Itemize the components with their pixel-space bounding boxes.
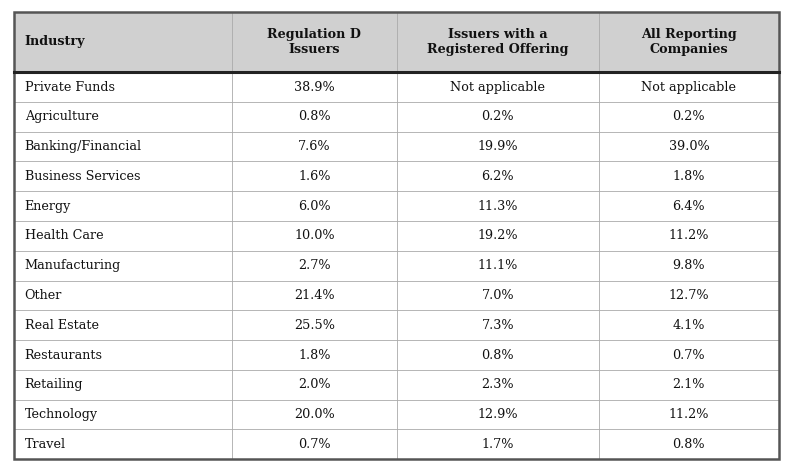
Text: 2.0%: 2.0% [298,378,331,391]
Text: Private Funds: Private Funds [25,81,114,94]
Text: 2.1%: 2.1% [672,378,705,391]
Text: Manufacturing: Manufacturing [25,259,121,272]
Text: Retailing: Retailing [25,378,83,391]
Text: Real Estate: Real Estate [25,319,98,332]
Text: 25.5%: 25.5% [294,319,335,332]
Text: 38.9%: 38.9% [294,81,335,94]
Text: 0.2%: 0.2% [481,110,514,123]
Text: Industry: Industry [25,35,85,49]
Text: Issuers with a
Registered Offering: Issuers with a Registered Offering [427,28,569,56]
Text: 6.2%: 6.2% [481,170,514,183]
Text: Other: Other [25,289,62,302]
Text: 1.7%: 1.7% [481,438,514,451]
Text: 9.8%: 9.8% [672,259,705,272]
Text: 1.8%: 1.8% [298,349,331,362]
Text: 0.7%: 0.7% [672,349,705,362]
Text: 0.8%: 0.8% [298,110,331,123]
Text: 11.2%: 11.2% [668,229,709,243]
Text: Energy: Energy [25,200,71,213]
Text: 7.3%: 7.3% [481,319,514,332]
Text: Not applicable: Not applicable [642,81,737,94]
Text: 2.3%: 2.3% [481,378,514,391]
Text: 21.4%: 21.4% [294,289,335,302]
Text: 12.9%: 12.9% [477,408,518,421]
Text: 1.8%: 1.8% [672,170,705,183]
Text: 7.0%: 7.0% [481,289,514,302]
Text: 2.7%: 2.7% [298,259,331,272]
Text: Travel: Travel [25,438,66,451]
Text: 0.8%: 0.8% [481,349,514,362]
Text: 0.7%: 0.7% [298,438,331,451]
Text: 20.0%: 20.0% [294,408,335,421]
Text: Banking/Financial: Banking/Financial [25,140,142,153]
Text: 19.9%: 19.9% [477,140,518,153]
Text: 12.7%: 12.7% [668,289,709,302]
Text: Health Care: Health Care [25,229,103,243]
Text: 10.0%: 10.0% [294,229,335,243]
Text: Agriculture: Agriculture [25,110,98,123]
Text: 7.6%: 7.6% [298,140,331,153]
Text: 0.2%: 0.2% [672,110,705,123]
Text: Technology: Technology [25,408,98,421]
Text: Regulation D
Issuers: Regulation D Issuers [267,28,362,56]
Text: Restaurants: Restaurants [25,349,102,362]
Text: 6.0%: 6.0% [298,200,331,213]
Text: 11.1%: 11.1% [477,259,518,272]
Text: Not applicable: Not applicable [450,81,546,94]
Text: 4.1%: 4.1% [672,319,705,332]
Text: 19.2%: 19.2% [477,229,518,243]
Text: 0.8%: 0.8% [672,438,705,451]
Text: All Reporting
Companies: All Reporting Companies [641,28,737,56]
Text: 6.4%: 6.4% [672,200,705,213]
Text: 39.0%: 39.0% [668,140,709,153]
Text: Business Services: Business Services [25,170,140,183]
Text: 11.2%: 11.2% [668,408,709,421]
Text: 11.3%: 11.3% [477,200,518,213]
Text: 1.6%: 1.6% [298,170,331,183]
